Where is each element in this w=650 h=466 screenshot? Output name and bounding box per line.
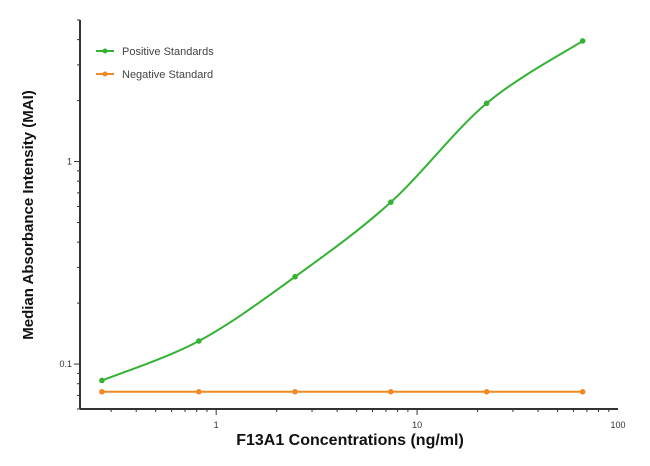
data-point-negative	[196, 388, 202, 395]
series-layer	[99, 38, 586, 395]
axes: 1 10 100 0.1 1	[59, 19, 626, 430]
y-tick-label: 0.1	[59, 359, 72, 369]
legend-marker-positive	[102, 48, 108, 54]
data-point-positive	[196, 338, 202, 344]
legend-label-negative: Negative Standard	[122, 69, 213, 81]
legend-label-positive: Positive Standards	[122, 46, 214, 58]
data-point-positive	[99, 377, 105, 384]
data-point-negative	[99, 388, 105, 395]
data-point-positive	[292, 273, 298, 280]
data-point-positive	[483, 100, 490, 107]
legend-marker-negative	[102, 71, 108, 77]
series-line-positive	[101, 40, 584, 382]
legend: Positive Standards Negative Standard	[96, 46, 214, 81]
data-point-positive	[388, 199, 394, 205]
data-point-negative	[579, 388, 586, 395]
x-tick-label: 10	[412, 420, 422, 430]
data-point-positive	[579, 38, 586, 44]
x-tick-label: 1	[214, 420, 219, 430]
x-tick-label: 100	[610, 420, 625, 430]
y-axis-title: Median Absorbance Intensity (MAI)	[20, 90, 37, 339]
y-tick-label: 1	[67, 157, 72, 167]
x-axis-title: F13A1 Concentrations (ng/ml)	[236, 432, 464, 449]
data-point-negative	[483, 388, 490, 395]
data-point-negative	[292, 388, 298, 395]
data-point-negative	[388, 388, 394, 395]
